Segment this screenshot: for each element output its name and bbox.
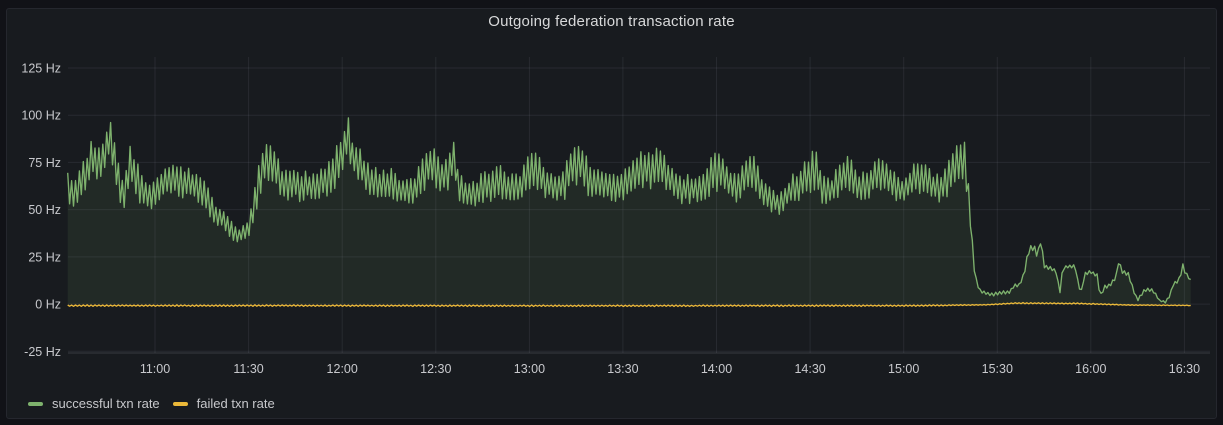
legend-item-successful-txn-rate[interactable]: successful txn rate [28, 395, 160, 413]
x-tick-label: 13:00 [514, 362, 545, 376]
y-tick-label: 125 Hz [21, 62, 61, 76]
x-tick-label: 16:30 [1169, 362, 1200, 376]
x-tick-label: 11:00 [140, 362, 170, 376]
panel-title[interactable]: Outgoing federation transaction rate [488, 13, 735, 30]
x-tick-label: 12:00 [327, 362, 358, 376]
legend-item-failed-txn-rate[interactable]: failed txn rate [172, 395, 275, 413]
legend-label-successful: successful txn rate [52, 396, 160, 411]
x-tick-label: 14:30 [794, 362, 825, 376]
y-tick-label: 75 Hz [28, 156, 61, 170]
x-tick-label: 15:30 [982, 362, 1013, 376]
y-tick-label: 50 Hz [28, 203, 61, 217]
y-tick-label: 100 Hz [21, 109, 61, 123]
y-tick-label: 25 Hz [28, 250, 61, 264]
series-fill-successful-txn-rate [67, 117, 1191, 305]
chart-axis-labels: 125 Hz 100 Hz 75 Hz 50 Hz 25 Hz 0 Hz -25 Hz 11:… [21, 62, 1200, 377]
x-tick-label: 13:30 [607, 362, 638, 376]
x-tick-label: 16:00 [1075, 362, 1106, 376]
chart-series [67, 117, 1191, 308]
legend: successful txn rate failed txn rate [28, 395, 275, 413]
series-line-failed-txn-rate [67, 301, 1191, 308]
y-tick-label: 0 Hz [35, 298, 61, 312]
y-tick-label: -25 Hz [24, 345, 61, 359]
x-tick-label: 14:00 [701, 362, 732, 376]
x-tick-label: 15:00 [888, 362, 919, 376]
chart-grid [68, 57, 1210, 354]
x-tick-label: 11:30 [233, 362, 263, 376]
legend-label-failed: failed txn rate [196, 396, 275, 411]
legend-swatch-failed [172, 402, 188, 406]
x-tick-label: 12:30 [420, 362, 451, 376]
series-line-successful-txn-rate [67, 117, 1191, 304]
legend-swatch-successful [28, 402, 43, 406]
graph-panel [6, 8, 1217, 419]
